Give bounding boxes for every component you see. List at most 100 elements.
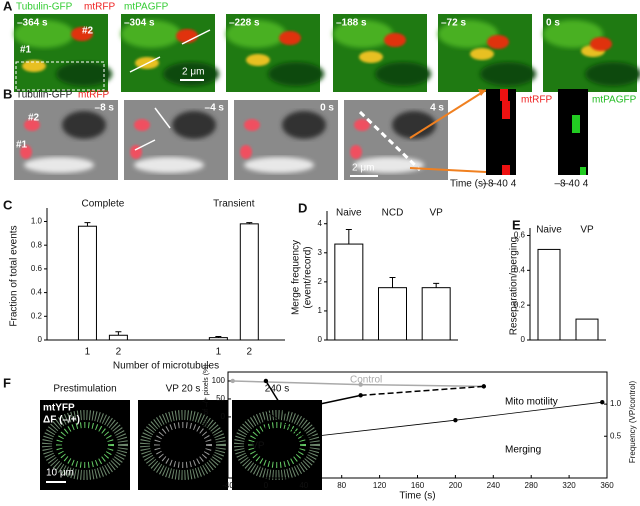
category-label: VP bbox=[580, 225, 594, 236]
category-label: VP bbox=[429, 208, 443, 219]
panel-label: F bbox=[3, 375, 11, 390]
error-bar bbox=[433, 282, 440, 288]
error-bar bbox=[246, 222, 253, 224]
bar bbox=[77, 225, 97, 341]
y-tick-label: 0.2 bbox=[31, 311, 43, 320]
bar bbox=[239, 223, 259, 341]
cell-outline bbox=[42, 410, 128, 480]
micrograph-texture bbox=[585, 62, 640, 86]
arrow-head bbox=[262, 418, 269, 424]
micrograph-texture bbox=[354, 157, 424, 173]
mitochondrion bbox=[359, 51, 383, 63]
y-axis-label: (event/record) bbox=[303, 246, 314, 308]
series-label: Mito motility bbox=[505, 397, 558, 408]
x-tick-label: 280 bbox=[525, 481, 539, 490]
arrow bbox=[134, 139, 156, 151]
scale-label: 2 μm bbox=[352, 163, 374, 174]
kymo-axis: Time (s) bbox=[450, 179, 486, 190]
panel-label: B bbox=[3, 86, 12, 101]
mitochondrion bbox=[244, 119, 260, 131]
image-title: VP 20 s bbox=[166, 384, 201, 395]
x-tick-label: 240 bbox=[487, 481, 501, 490]
mitochondrion bbox=[470, 48, 494, 60]
kymo-tick: –4 bbox=[491, 179, 503, 190]
series-label: Merging bbox=[505, 445, 541, 456]
image-row: –364 s –304 s –228 s –188 s –72 s 0 s #1 #2 2 μm bbox=[14, 14, 640, 92]
nucleus bbox=[169, 434, 197, 456]
mitochondrion bbox=[71, 27, 93, 41]
y-tick-label: 1 bbox=[318, 306, 323, 315]
y-tick-label: 0.4 bbox=[31, 288, 43, 297]
y2-axis-label: Frequency (VP/control) bbox=[628, 381, 637, 464]
bar bbox=[208, 337, 228, 341]
error-bar bbox=[115, 331, 122, 336]
group-label: Transient bbox=[213, 199, 255, 210]
y2-tick-label: 0.5 bbox=[610, 431, 622, 440]
charts: C 0 0.2 0.4 0.6 0.8 1.0 Fraction of total event… bbox=[3, 197, 637, 501]
mitochondrion bbox=[354, 119, 370, 131]
micrograph-texture bbox=[543, 20, 603, 48]
time-stamp: 4 s bbox=[430, 103, 444, 114]
arrow bbox=[181, 29, 211, 45]
legend-text: mtRFP bbox=[78, 90, 109, 101]
micrograph-texture bbox=[163, 62, 219, 86]
y-tick-label: 0.4 bbox=[514, 265, 526, 274]
cell-outline bbox=[140, 410, 226, 480]
point bbox=[453, 417, 458, 423]
marker-label: #2 bbox=[82, 26, 94, 37]
y-tick-label: 3 bbox=[318, 248, 323, 257]
micrograph-texture bbox=[56, 62, 112, 86]
kymo-tick: –8 bbox=[554, 179, 566, 190]
legend-text: mtPAGFP bbox=[124, 2, 169, 13]
series-segment bbox=[284, 394, 361, 413]
mitochondrion bbox=[134, 119, 150, 131]
cell-outline bbox=[234, 410, 320, 480]
bar bbox=[108, 334, 128, 341]
mitochondrion bbox=[240, 145, 252, 159]
error-bar bbox=[84, 222, 91, 227]
micrograph-texture bbox=[333, 20, 393, 48]
panel-label: E bbox=[512, 217, 521, 232]
x-axis-label: Time (s) bbox=[399, 491, 435, 501]
image-title: 240 s bbox=[265, 384, 289, 395]
time-stamp: –364 s bbox=[17, 18, 48, 29]
time-stamp: –188 s bbox=[336, 18, 367, 29]
y-tick-label: 0 bbox=[521, 335, 526, 344]
micrograph-texture bbox=[268, 62, 324, 86]
category-label: 1 bbox=[85, 347, 91, 358]
micrograph-texture bbox=[14, 20, 74, 48]
mitochondrion bbox=[384, 33, 406, 47]
bar bbox=[378, 287, 407, 341]
series-segment bbox=[360, 383, 484, 388]
error-bar bbox=[389, 277, 396, 288]
panel-label: C bbox=[3, 197, 13, 212]
point bbox=[481, 384, 487, 389]
bar bbox=[575, 318, 599, 341]
micrograph-texture bbox=[392, 111, 436, 139]
bar bbox=[334, 243, 364, 341]
bar bbox=[421, 287, 451, 341]
y-tick-label: 50 bbox=[216, 394, 225, 403]
micrograph-texture bbox=[438, 20, 498, 48]
bar bbox=[537, 248, 561, 341]
cell-outline bbox=[154, 422, 212, 468]
micrograph-texture bbox=[244, 157, 314, 173]
channel-label: ΔF (–/+) bbox=[43, 415, 80, 426]
mitochondrion bbox=[246, 54, 270, 66]
kymo-tick: 4 bbox=[511, 179, 517, 190]
x-tick-label: 160 bbox=[411, 481, 425, 490]
arrow bbox=[154, 107, 171, 129]
category-label: 2 bbox=[247, 347, 253, 358]
marker-label: #2 bbox=[28, 113, 40, 124]
x-tick-label: 120 bbox=[373, 481, 387, 490]
x-tick-label: -40 bbox=[222, 481, 234, 490]
time-stamp: –304 s bbox=[124, 18, 155, 29]
y-tick-label: 100 bbox=[212, 376, 226, 385]
nucleus bbox=[71, 434, 99, 456]
y-tick-label: 2 bbox=[318, 277, 323, 286]
point bbox=[263, 378, 269, 384]
annotation: VP bbox=[251, 441, 265, 452]
marker-label: #1 bbox=[20, 45, 32, 56]
